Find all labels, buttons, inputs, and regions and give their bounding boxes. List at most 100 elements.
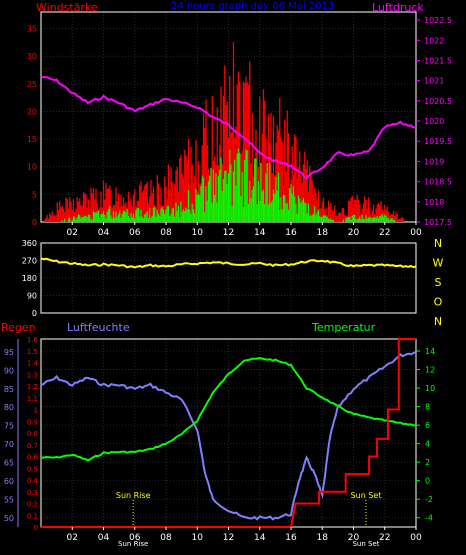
- direction-ytick-label: 360: [22, 239, 37, 248]
- pressure-ytick-label: 1018: [424, 198, 444, 207]
- temperature-line: [40, 356, 417, 462]
- humidity-ytick-label: 60: [4, 477, 14, 486]
- wind-ytick-label: 5: [32, 190, 37, 199]
- chart-date-title: 24 hours graph day 06 Mai 2013: [171, 1, 334, 12]
- rain-ytick-label: 0.4: [27, 477, 39, 485]
- pressure-line: [40, 75, 417, 181]
- compass-label: N: [434, 237, 442, 250]
- direction-ytick-label: 270: [22, 257, 37, 266]
- weather-xtick-label: 14: [254, 533, 266, 543]
- temp-ytick-label: 10: [425, 384, 435, 393]
- direction-ytick-label: 90: [27, 292, 37, 301]
- pressure-ytick-label: 1017.5: [424, 218, 452, 227]
- humidity-ytick-label: 85: [4, 385, 14, 394]
- wind-ytick-label: 10: [27, 163, 37, 172]
- wind-xtick-label: 02: [67, 228, 78, 238]
- wind-ytick-label: 25: [27, 80, 37, 89]
- wind-pressure-panel: 051015202530351017.510181018.510191019.5…: [27, 11, 452, 238]
- wind-ytick-label: 35: [27, 25, 37, 34]
- temp-ytick-label: 14: [425, 347, 435, 356]
- humidity-ytick-label: 75: [4, 422, 14, 431]
- weather-xtick-label: 20: [348, 533, 360, 543]
- temp-ytick-label: 4: [425, 440, 430, 449]
- rain-ytick-label: 0.8: [27, 430, 38, 438]
- weather-xtick-label: 06: [129, 533, 141, 543]
- temp-ytick-label: 0: [425, 477, 430, 486]
- wind-xtick-label: 22: [379, 228, 390, 238]
- wind-ytick-label: 0: [32, 218, 37, 227]
- temp-ytick-label: -4: [425, 514, 433, 523]
- rain-ytick-label: 0.7: [27, 442, 38, 450]
- temperature-label: Temperatur: [311, 321, 376, 334]
- wind-xtick-label: 04: [98, 228, 110, 238]
- weather-xtick-label: 00: [410, 533, 422, 543]
- rain-ytick-label: 1.4: [27, 360, 39, 368]
- direction-ytick-label: 180: [22, 274, 37, 283]
- pressure-ytick-label: 1021: [424, 77, 444, 86]
- wind-xtick-label: 10: [192, 228, 204, 238]
- compass-label: N: [434, 315, 442, 328]
- temp-ytick-label: 8: [425, 403, 430, 412]
- compass-label: S: [435, 276, 442, 289]
- pressure-ytick-label: 1022: [424, 36, 444, 45]
- rain-ytick-label: 0.6: [27, 454, 39, 462]
- wind-xtick-label: 14: [254, 228, 266, 238]
- sunset-axis-label: Sun Set: [352, 540, 379, 548]
- sunset-label: Sun Set: [351, 491, 382, 500]
- wind-xtick-label: 16: [285, 228, 297, 238]
- weather-xtick-label: 22: [379, 533, 390, 543]
- wind-ytick-label: 15: [27, 135, 37, 144]
- humidity-ytick-label: 95: [4, 348, 14, 357]
- wind-xtick-label: 12: [223, 228, 234, 238]
- pressure-ytick-label: 1019: [424, 157, 444, 166]
- pressure-ytick-label: 1020.5: [424, 97, 452, 106]
- rain-ytick-label: 1.1: [27, 395, 38, 403]
- humidity-ytick-label: 50: [4, 514, 14, 523]
- wind-xtick-label: 08: [160, 228, 172, 238]
- wind-ytick-label: 30: [27, 52, 37, 61]
- rain-ytick-label: 1.6: [27, 336, 39, 344]
- pressure-title: Luftdruck: [372, 1, 424, 14]
- rain-line: [41, 338, 416, 528]
- weather-xtick-label: 04: [98, 533, 110, 543]
- humidity-ytick-label: 65: [4, 458, 14, 467]
- pressure-ytick-label: 1018.5: [424, 178, 452, 187]
- humidity-label: Luftfeuchte: [67, 321, 130, 334]
- weather-xtick-label: 18: [317, 533, 329, 543]
- rain-ytick-label: 0: [34, 524, 38, 532]
- pressure-ytick-label: 1022.5: [424, 16, 452, 25]
- rain-ytick-label: 1.3: [27, 371, 38, 379]
- wind-xtick-label: 20: [348, 228, 360, 238]
- rain-ytick-label: 0.3: [27, 489, 38, 497]
- rain-ytick-label: 0.9: [27, 418, 38, 426]
- humidity-ytick-label: 90: [4, 366, 14, 375]
- humidity-ytick-label: 80: [4, 403, 14, 412]
- wind-xtick-label: 18: [317, 228, 329, 238]
- rain-humidity-temperature-panel: 5055606570758085909500.10.20.30.40.50.60…: [4, 336, 435, 548]
- rain-ytick-label: 1: [34, 407, 38, 415]
- weather-xtick-label: 12: [223, 533, 234, 543]
- rain-ytick-label: 0.5: [27, 465, 38, 473]
- rain-ytick-label: 1.5: [27, 348, 38, 356]
- rain-ytick-label: 1.2: [27, 383, 38, 391]
- rain-label: Regen: [1, 321, 36, 334]
- wind-title: Windstärke: [36, 1, 98, 14]
- weather-xtick-label: 08: [160, 533, 172, 543]
- temp-ytick-label: 12: [425, 366, 435, 375]
- temp-ytick-label: 6: [425, 421, 430, 430]
- sunrise-axis-label: Sun Rise: [118, 540, 148, 548]
- temp-ytick-label: -2: [425, 495, 433, 504]
- wind-xtick-label: 00: [410, 228, 422, 238]
- direction-ytick-label: 0: [32, 309, 37, 318]
- compass-label: O: [434, 296, 443, 309]
- direction-line: [40, 257, 417, 269]
- direction-plot-frame: [40, 242, 417, 314]
- pressure-ytick-label: 1019.5: [424, 137, 452, 146]
- weather-xtick-label: 02: [67, 533, 78, 543]
- compass-label: W: [433, 257, 444, 270]
- humidity-ytick-label: 55: [4, 495, 14, 504]
- pressure-ytick-label: 1021.5: [424, 56, 452, 65]
- wind-ytick-label: 20: [27, 107, 37, 116]
